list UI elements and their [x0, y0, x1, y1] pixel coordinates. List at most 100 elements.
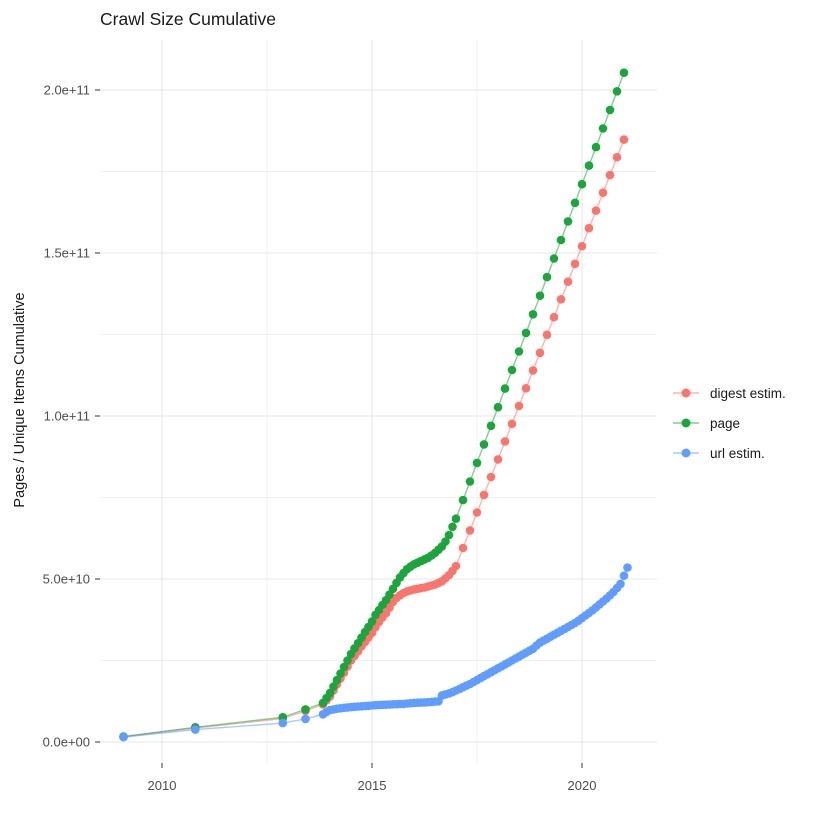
data-point: [367, 617, 377, 626]
series-line-digest-estim: [123, 139, 625, 738]
data-point: [329, 682, 338, 691]
data-point: [507, 365, 517, 375]
data-point: [605, 170, 615, 180]
data-point: [486, 421, 496, 431]
y-tick-label: 1.0e+11: [44, 409, 90, 424]
data-point: [339, 662, 349, 672]
data-point: [619, 135, 629, 144]
legend-label: url estim.: [710, 445, 765, 461]
data-point: [465, 526, 475, 535]
legend-key-point: [681, 388, 691, 398]
data-point: [119, 732, 128, 742]
data-point: [479, 440, 489, 449]
data-point: [493, 455, 503, 464]
data-point: [619, 571, 629, 580]
data-point: [521, 328, 531, 338]
data-point: [486, 472, 496, 482]
data-point: [542, 330, 552, 340]
data-point: [528, 366, 538, 375]
legend-label: page: [710, 415, 741, 431]
data-point: [584, 223, 594, 233]
data-point: [493, 402, 503, 412]
data-point: [343, 656, 352, 665]
data-point: [500, 437, 510, 446]
data-point: [616, 579, 625, 589]
data-point: [301, 705, 310, 714]
legend: digest estim. page url estim.: [671, 378, 786, 468]
series-line-url-estim: [123, 567, 629, 738]
y-axis-tick-labels: 0.0e+00 5.0e+10 1.0e+11 1.5e+11 2.0e+11: [43, 83, 90, 750]
x-tick-label: 2010: [148, 778, 177, 793]
y-axis-title: Pages / Unique Items Cumulative: [12, 292, 28, 507]
data-point: [191, 725, 200, 734]
data-point: [605, 105, 615, 115]
y-tick-label: 1.5e+11: [44, 246, 90, 261]
data-point: [584, 161, 594, 170]
data-point: [549, 312, 559, 322]
axis-ticks: [95, 89, 583, 768]
data-point: [451, 561, 461, 571]
y-tick-label: 5.0e+10: [43, 572, 90, 587]
legend-key-point: [681, 418, 691, 428]
data-point: [612, 152, 622, 162]
data-point: [563, 217, 573, 226]
y-tick-label: 0.0e+00: [43, 735, 90, 750]
x-axis-tick-labels: 2010 2015 2020: [148, 778, 597, 793]
data-point: [570, 198, 580, 208]
y-tick-label: 2.0e+11: [44, 83, 90, 98]
data-point: [507, 419, 517, 429]
data-point: [612, 87, 622, 96]
legend-key-url-estim: [673, 448, 699, 458]
data-point: [598, 188, 608, 197]
gridlines-major: [100, 40, 657, 763]
data-point: [542, 272, 552, 282]
legend-key-digest-estim: [673, 388, 699, 398]
legend-item-url-estim: url estim.: [671, 438, 786, 468]
data-point: [556, 295, 566, 304]
legend-item-digest-estim: digest estim.: [671, 378, 786, 408]
series-page: [119, 68, 629, 741]
data-point: [278, 712, 288, 722]
data-point: [458, 495, 468, 505]
data-point: [514, 347, 524, 356]
data-point: [448, 522, 457, 532]
data-point: [563, 277, 573, 287]
data-point: [591, 206, 601, 215]
series-url-estim: [119, 563, 632, 742]
data-point: [591, 142, 601, 152]
legend-key-point: [681, 448, 691, 458]
data-point: [528, 310, 538, 319]
data-point: [521, 384, 531, 393]
data-point: [577, 241, 587, 251]
data-point: [598, 124, 608, 133]
legend-key-page: [673, 418, 699, 428]
data-point: [472, 508, 482, 517]
data-point: [465, 477, 475, 486]
data-point: [451, 514, 461, 523]
data-point: [619, 68, 629, 77]
data-point: [458, 543, 468, 553]
x-tick-label: 2015: [358, 778, 387, 793]
data-point: [556, 235, 566, 245]
data-point: [472, 458, 482, 468]
gridlines-minor: [100, 40, 657, 763]
data-point: [301, 714, 310, 724]
legend-item-page: page: [671, 408, 786, 438]
data-point: [500, 384, 510, 393]
data-point: [623, 563, 632, 572]
data-point: [514, 401, 524, 411]
x-tick-label: 2020: [568, 778, 597, 793]
data-point: [325, 688, 335, 698]
data-point: [570, 259, 580, 269]
series-digest-estim: [119, 135, 629, 742]
data-point: [444, 530, 454, 540]
data-series-layer: [119, 68, 632, 742]
chart-title: Crawl Size Cumulative: [100, 9, 276, 29]
data-point: [535, 291, 545, 301]
data-point: [479, 490, 489, 500]
data-point: [441, 537, 450, 546]
data-point: [278, 718, 288, 728]
data-point: [332, 675, 342, 685]
